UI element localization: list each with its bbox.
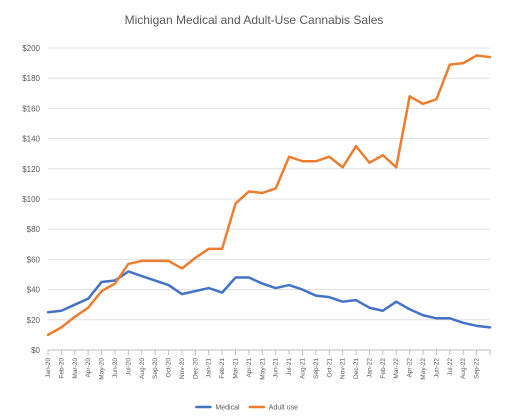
- x-tick-label: Apr-20: [85, 358, 92, 378]
- x-tick-label: Jan-22: [366, 358, 373, 378]
- x-tick-label: Mar-22: [393, 358, 400, 379]
- y-tick-label: $0: [31, 346, 40, 355]
- x-axis: [47, 349, 491, 355]
- x-tick-label: Nov-21: [340, 358, 347, 379]
- x-tick-label: Jul-22: [447, 358, 454, 376]
- x-tick-label: Feb-20: [58, 358, 65, 379]
- series-line-adult-use: [46, 54, 492, 337]
- legend-label: Medical: [215, 405, 240, 412]
- x-tick-label: Sep-22: [474, 358, 481, 379]
- legend: Medical Adult use: [195, 405, 298, 412]
- x-tick-label: Jul-20: [125, 358, 132, 376]
- x-tick-label: Aug-22: [460, 358, 467, 379]
- y-tick-label: $160: [22, 104, 40, 113]
- y-tick-label: $20: [27, 316, 41, 325]
- x-tick-label: Mar-20: [72, 358, 79, 379]
- x-tick-label: Sep-20: [152, 358, 159, 379]
- x-tick-label: Jul-21: [286, 358, 293, 376]
- x-tick-label: May-21: [259, 358, 266, 380]
- y-tick-label: $120: [22, 165, 40, 174]
- series-lines: [46, 54, 492, 337]
- chart-title: Michigan Medical and Adult-Use Cannabis …: [125, 13, 384, 27]
- legend-label: Adult use: [269, 405, 298, 412]
- y-tick-label: $100: [22, 195, 40, 204]
- y-tick-label: $40: [27, 286, 41, 295]
- x-tick-label: Dec-21: [353, 358, 360, 379]
- x-tick-label: Mar-21: [233, 358, 240, 379]
- gridlines: [48, 47, 490, 321]
- x-tick-label: Oct-21: [326, 358, 333, 378]
- x-tick-label: Aug-21: [299, 358, 306, 379]
- x-axis-labels: Jan-20 Feb-20 Mar-20 Apr-20 May-20 Jun-20 Jul-…: [45, 358, 481, 380]
- x-tick-label: Jan-21: [206, 358, 213, 378]
- series-line-medical: [46, 270, 492, 329]
- y-tick-label: $140: [22, 135, 40, 144]
- y-tick-label: $80: [27, 225, 41, 234]
- x-tick-label: Jan-20: [45, 358, 52, 378]
- x-tick-label: May-20: [99, 358, 106, 380]
- x-tick-label: Sep-21: [313, 358, 320, 379]
- y-tick-label: $60: [27, 255, 41, 264]
- y-axis-labels: $0 $20 $40 $60 $80 $100 $120 $140 $160 $180 $200: [22, 44, 40, 355]
- y-tick-label: $200: [22, 44, 40, 53]
- x-tick-label: Apr-22: [407, 358, 414, 378]
- x-tick-label: Jun-20: [112, 358, 119, 378]
- x-tick-label: Feb-21: [219, 358, 226, 379]
- x-tick-label: Feb-22: [380, 358, 387, 379]
- x-tick-label: May-22: [420, 358, 427, 380]
- x-tick-label: Dec-20: [192, 358, 199, 379]
- x-tick-label: Apr-21: [246, 358, 253, 378]
- x-tick-label: Oct-20: [166, 358, 173, 378]
- x-tick-label: Jun-22: [433, 358, 440, 378]
- x-tick-label: Aug-20: [139, 358, 146, 379]
- x-tick-label: Nov-20: [179, 358, 186, 379]
- y-tick-label: $180: [22, 74, 40, 83]
- x-tick-label: Jun-21: [273, 358, 280, 378]
